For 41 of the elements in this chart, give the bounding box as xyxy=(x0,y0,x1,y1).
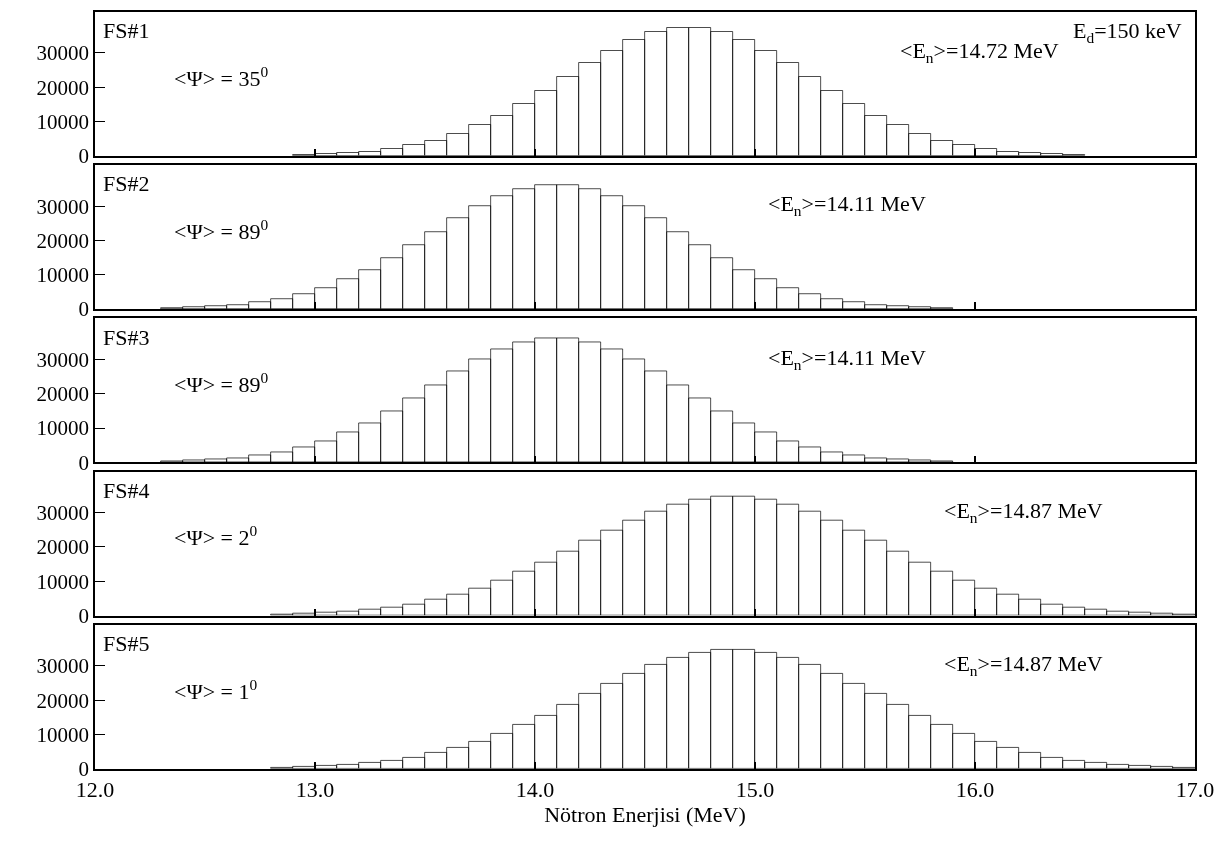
x-axis-title: Nötron Enerjisi (MeV) xyxy=(544,801,746,827)
y-tick-label: 30000 xyxy=(36,347,90,372)
y-tick-label: 0 xyxy=(78,603,90,628)
annotation: <Ψ> = 2$^{0}$ xyxy=(174,522,258,551)
y-tick-label: 30000 xyxy=(36,194,90,219)
y-tick-label: 20000 xyxy=(36,228,90,253)
y-tick-label: 0 xyxy=(78,450,90,475)
x-tick-label: 15.0 xyxy=(735,776,775,802)
x-tick-label: 16.0 xyxy=(955,776,995,802)
annotation: FS#5 xyxy=(103,631,150,656)
y-tick-label: 10000 xyxy=(36,109,90,134)
x-tick-label: 17.0 xyxy=(1175,776,1215,802)
y-tick-label: 10000 xyxy=(36,416,90,441)
annotation: FS#4 xyxy=(103,478,150,503)
annotation: <E$_{n}$>=14.72 MeV xyxy=(900,38,1059,66)
x-tick-label: 14.0 xyxy=(515,776,555,802)
annotation: <E$_{n}$>=14.87 MeV xyxy=(944,651,1103,679)
y-tick-label: 20000 xyxy=(36,535,90,560)
annotation: FS#2 xyxy=(103,171,150,196)
annotation: <Ψ> = 35$^{0}$ xyxy=(174,63,269,92)
annotation: <E$_{n}$>=14.11 MeV xyxy=(768,191,926,219)
x-tick-label: 13.0 xyxy=(295,776,335,802)
y-tick-label: 20000 xyxy=(36,688,90,713)
y-tick-label: 10000 xyxy=(36,263,90,288)
y-tick-label: 0 xyxy=(78,144,90,169)
annotation: FS#3 xyxy=(103,325,150,350)
y-tick-label: 30000 xyxy=(36,501,90,526)
y-tick-label: 20000 xyxy=(36,382,90,407)
y-tick-label: 30000 xyxy=(36,41,90,66)
y-tick-label: 30000 xyxy=(36,654,90,679)
annotation: <Ψ> = 1$^{0}$ xyxy=(174,676,258,705)
y-tick-label: 20000 xyxy=(36,75,90,100)
annotation: <Ψ> = 89$^{0}$ xyxy=(174,216,269,245)
annotation: FS#1 xyxy=(103,18,150,43)
annotation: <E$_{n}$>=14.11 MeV xyxy=(768,345,926,373)
annotation: E$_{d}$=150 keV xyxy=(1073,18,1182,46)
y-tick-label: 10000 xyxy=(36,569,90,594)
annotation: <E$_{n}$>=14.87 MeV xyxy=(944,498,1103,526)
y-tick-label: 10000 xyxy=(36,722,90,747)
annotation: <Ψ> = 89$^{0}$ xyxy=(174,369,269,398)
y-tick-label: 0 xyxy=(78,297,90,322)
